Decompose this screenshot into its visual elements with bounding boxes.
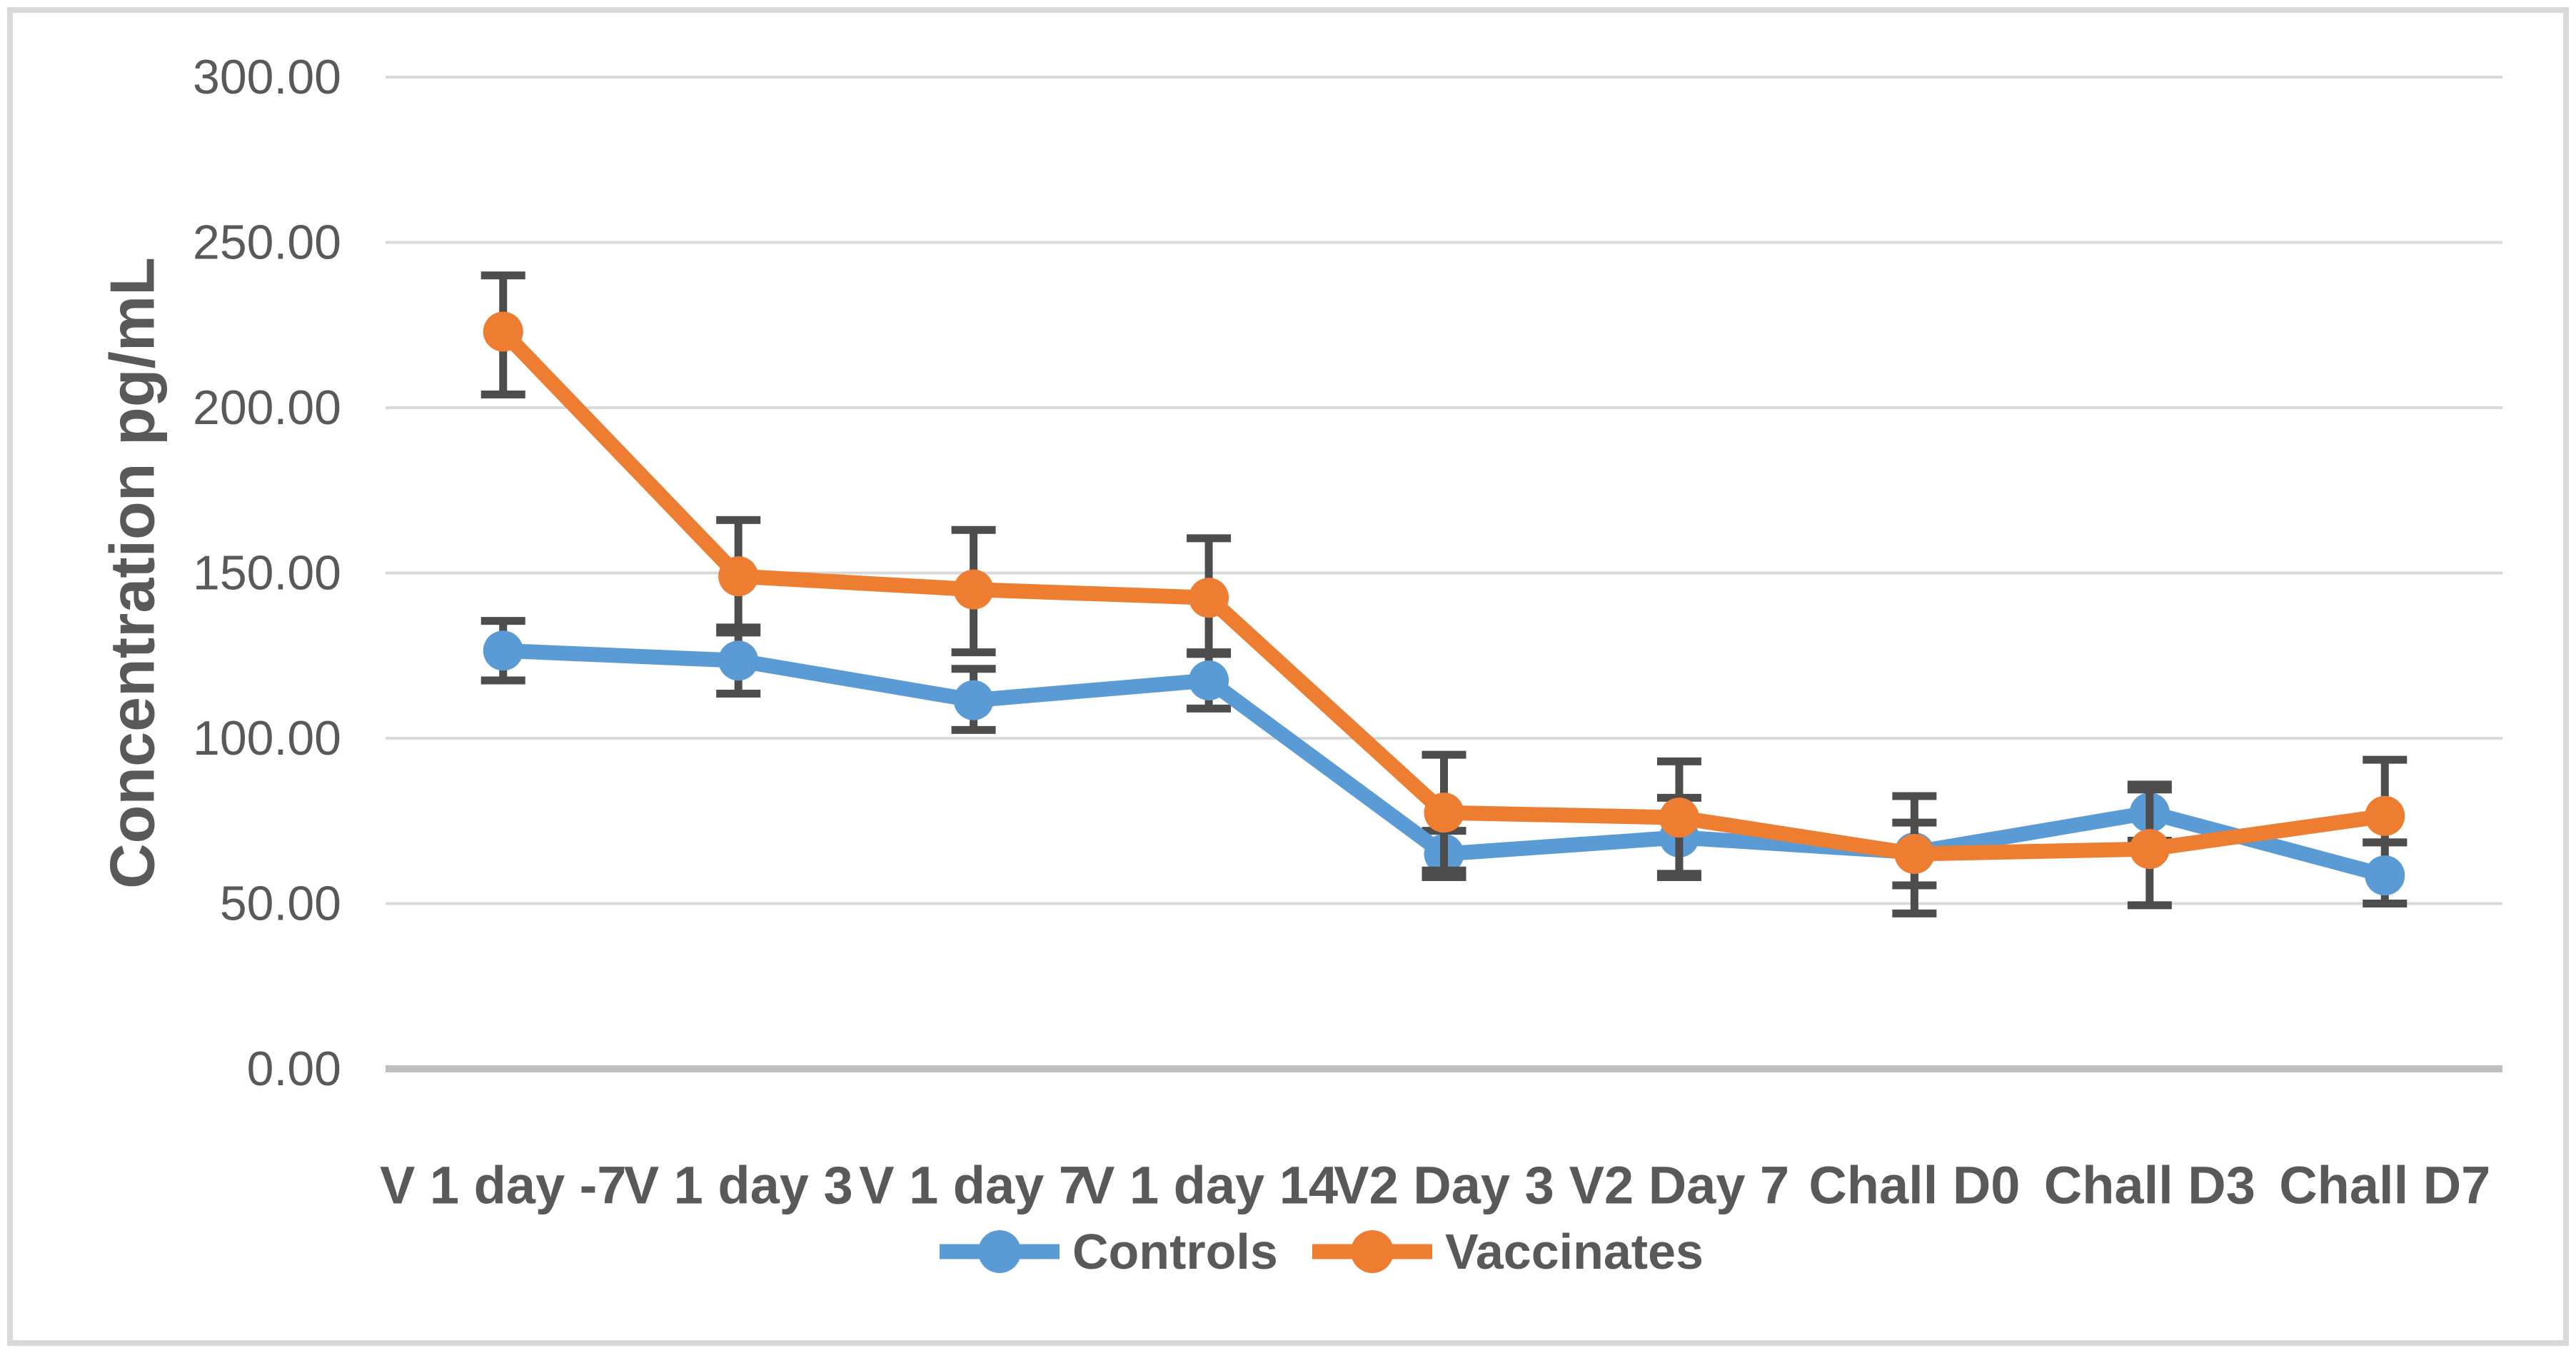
legend-item-controls: Controls (940, 1224, 1278, 1279)
y-tick-label: 150.00 (193, 546, 341, 600)
y-tick-label: 100.00 (193, 711, 341, 765)
x-axis-label: V 1 day -7 (380, 1156, 627, 1215)
y-axis-title: Concentration pg/mL (97, 257, 168, 889)
error-bars-vaccinates (481, 271, 2408, 917)
x-axis-label: V 1 day 14 (1080, 1156, 1338, 1215)
legend-marker-vaccinates (1351, 1230, 1394, 1273)
legend: Controls Vaccinates (940, 1224, 1704, 1279)
data-point-marker-controls (2365, 855, 2405, 896)
data-point-marker-vaccinates (718, 556, 759, 597)
legend-marker-controls (978, 1230, 1021, 1273)
y-tick-label: 0.00 (247, 1042, 341, 1096)
x-axis-label: V2 Day 3 (1334, 1156, 1554, 1215)
legend-label-vaccinates: Vaccinates (1445, 1224, 1704, 1279)
series-vaccinates (481, 271, 2408, 917)
y-tick-label: 250.00 (193, 216, 341, 270)
data-point-marker-controls (483, 630, 523, 671)
data-point-marker-vaccinates (1189, 578, 1229, 618)
data-point-marker-vaccinates (2365, 795, 2405, 836)
data-point-marker-vaccinates (1424, 793, 1464, 833)
x-axis-label: Chall D0 (1808, 1156, 2020, 1215)
data-point-marker-vaccinates (1894, 834, 1935, 875)
data-point-marker-vaccinates (483, 311, 523, 352)
y-tick-label: 300.00 (193, 50, 341, 104)
data-point-marker-controls (1189, 660, 1229, 700)
data-point-marker-vaccinates (953, 569, 994, 610)
y-axis-tick-labels: 0.00 50.00 100.00 150.00 200.00 250.00 300.00 (193, 50, 341, 1096)
data-point-marker-controls (953, 680, 994, 720)
data-point-marker-controls (718, 640, 759, 681)
legend-item-vaccinates: Vaccinates (1312, 1224, 1704, 1279)
x-axis-label: V 1 day 3 (624, 1156, 853, 1215)
data-point-marker-vaccinates (2129, 829, 2170, 870)
x-axis-label: V2 Day 7 (1569, 1156, 1790, 1215)
y-tick-label: 200.00 (193, 381, 341, 435)
y-tick-label: 50.00 (220, 877, 341, 931)
x-axis-label: Chall D7 (2279, 1156, 2490, 1215)
legend-label-controls: Controls (1072, 1224, 1278, 1279)
x-axis-label: V 1 day 7 (859, 1156, 1088, 1215)
data-point-marker-vaccinates (1659, 798, 1699, 838)
x-axis-label: Chall D3 (2044, 1156, 2255, 1215)
